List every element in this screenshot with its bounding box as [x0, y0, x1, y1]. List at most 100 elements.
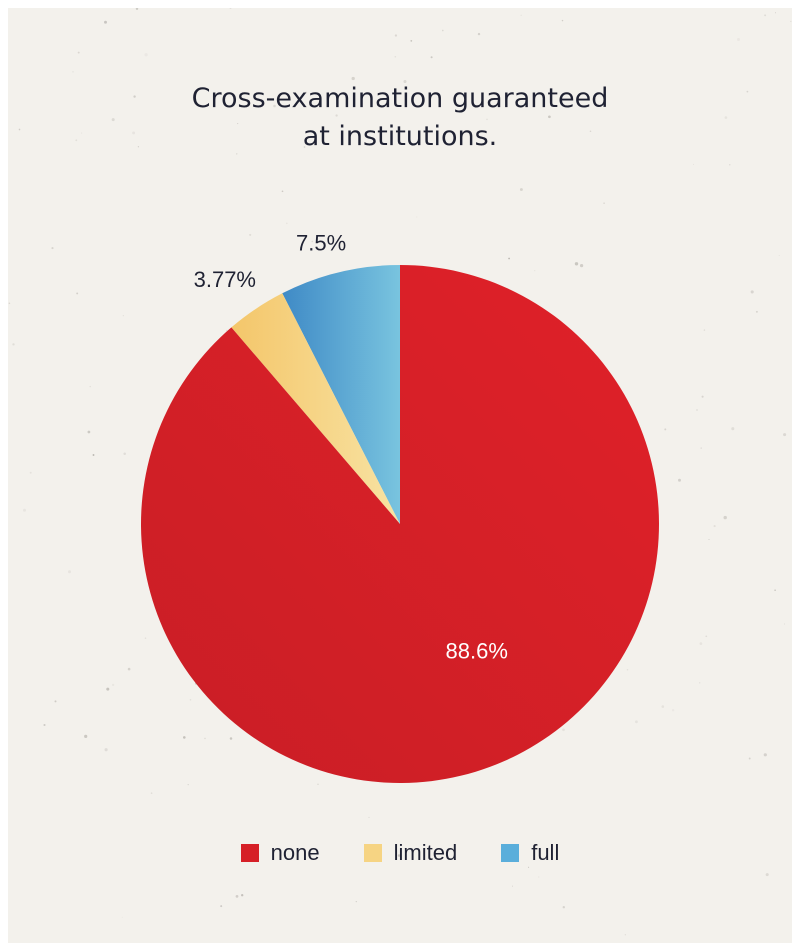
texture-speck — [133, 95, 136, 98]
texture-speck — [150, 792, 153, 794]
texture-speck — [562, 906, 565, 909]
texture-speck — [748, 757, 751, 760]
texture-speck — [699, 642, 703, 645]
texture-speck — [699, 682, 701, 684]
legend-label-full: full — [531, 840, 560, 865]
texture-speck — [68, 570, 71, 574]
texture-speck — [304, 91, 308, 94]
texture-speck — [519, 188, 523, 191]
texture-speck — [394, 34, 398, 37]
texture-speck — [77, 51, 80, 54]
pie-slices — [141, 265, 660, 783]
legend-item-full: full — [501, 840, 559, 866]
texture-speck — [693, 163, 694, 165]
texture-speck — [705, 635, 708, 638]
texture-speck — [394, 55, 397, 58]
texture-speck — [403, 79, 407, 84]
legend: none limited full — [8, 840, 792, 866]
texture-speck — [303, 146, 306, 148]
texture-speck — [187, 783, 189, 786]
texture-speck — [335, 114, 338, 117]
chart-title-line-2: at institutions. — [302, 121, 498, 152]
texture-speck — [534, 269, 536, 272]
legend-item-none: none — [240, 840, 320, 866]
texture-speck — [89, 385, 91, 388]
texture-speck — [76, 292, 79, 295]
texture-speck — [8, 302, 11, 305]
pie-slice-limited — [231, 293, 400, 524]
pie-slice-full — [282, 265, 400, 524]
texture-speck — [51, 247, 54, 250]
pie-label-full: 7.5% — [296, 231, 346, 256]
texture-speck — [750, 290, 754, 294]
texture-speck — [508, 257, 510, 260]
texture-speck — [355, 900, 357, 903]
texture-speck — [574, 262, 579, 266]
texture-speck — [29, 471, 32, 474]
texture-speck — [703, 329, 706, 331]
pie-slice-none — [141, 265, 660, 783]
texture-speck — [75, 139, 78, 142]
texture-speck — [81, 132, 83, 134]
pie-label-limited: 3.77% — [194, 267, 256, 292]
texture-speck — [204, 737, 206, 740]
texture-speck — [137, 146, 140, 148]
legend-label-none: none — [270, 840, 320, 865]
texture-speck — [249, 233, 252, 236]
texture-speck — [317, 783, 319, 785]
texture-speck — [783, 433, 787, 437]
texture-speck — [236, 153, 238, 155]
texture-speck — [486, 118, 488, 121]
texture-speck — [235, 895, 239, 898]
texture-speck — [701, 395, 704, 398]
texture-speck — [746, 90, 749, 93]
legend-swatch-none — [240, 844, 259, 862]
texture-speck — [708, 538, 710, 541]
texture-speck — [106, 687, 110, 691]
texture-speck — [511, 885, 514, 887]
texture-speck — [548, 115, 551, 119]
texture-speck — [309, 853, 313, 857]
legend-swatch-full — [501, 844, 520, 862]
texture-speck — [229, 737, 233, 740]
texture-speck — [778, 255, 780, 256]
texture-speck — [135, 8, 139, 11]
texture-speck — [241, 894, 244, 897]
texture-speck — [273, 104, 276, 108]
texture-speck — [23, 508, 26, 512]
texture-speck — [579, 263, 584, 268]
texture-speck — [92, 454, 95, 456]
texture-speck — [528, 866, 530, 868]
texture-speck — [729, 164, 731, 166]
texture-speck — [84, 734, 88, 739]
texture-speck — [589, 130, 592, 133]
texture-speck — [54, 700, 57, 703]
legend-swatch-limited — [363, 844, 382, 862]
chart-title: Cross-examination guaranteed at institut… — [8, 80, 792, 156]
texture-speck — [441, 29, 444, 32]
texture-speck — [724, 116, 728, 119]
texture-speck — [72, 71, 74, 73]
texture-speck — [87, 430, 91, 434]
legend-item-limited: limited — [363, 840, 457, 866]
texture-speck — [286, 222, 288, 225]
texture-speck — [226, 329, 228, 332]
texture-speck — [43, 723, 46, 727]
texture-speck — [237, 123, 239, 125]
texture-speck — [538, 876, 540, 878]
texture-speck — [144, 53, 148, 57]
texture-speck — [144, 637, 147, 639]
pie-chart: 7.5% 3.77% 88.6% — [141, 231, 660, 783]
texture-speck — [678, 478, 681, 482]
texture-speck — [220, 905, 223, 908]
texture-speck — [127, 667, 131, 671]
texture-speck — [671, 709, 675, 712]
texture-speck — [774, 12, 777, 14]
texture-speck — [18, 128, 21, 131]
texture-speck — [183, 736, 186, 739]
texture-speck — [351, 76, 355, 81]
texture-speck — [764, 14, 767, 17]
texture-speck — [603, 202, 605, 205]
texture-speck — [562, 728, 565, 732]
texture-speck — [520, 14, 522, 16]
